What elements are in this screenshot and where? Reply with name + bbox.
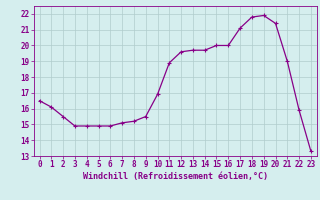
X-axis label: Windchill (Refroidissement éolien,°C): Windchill (Refroidissement éolien,°C) <box>83 172 268 181</box>
